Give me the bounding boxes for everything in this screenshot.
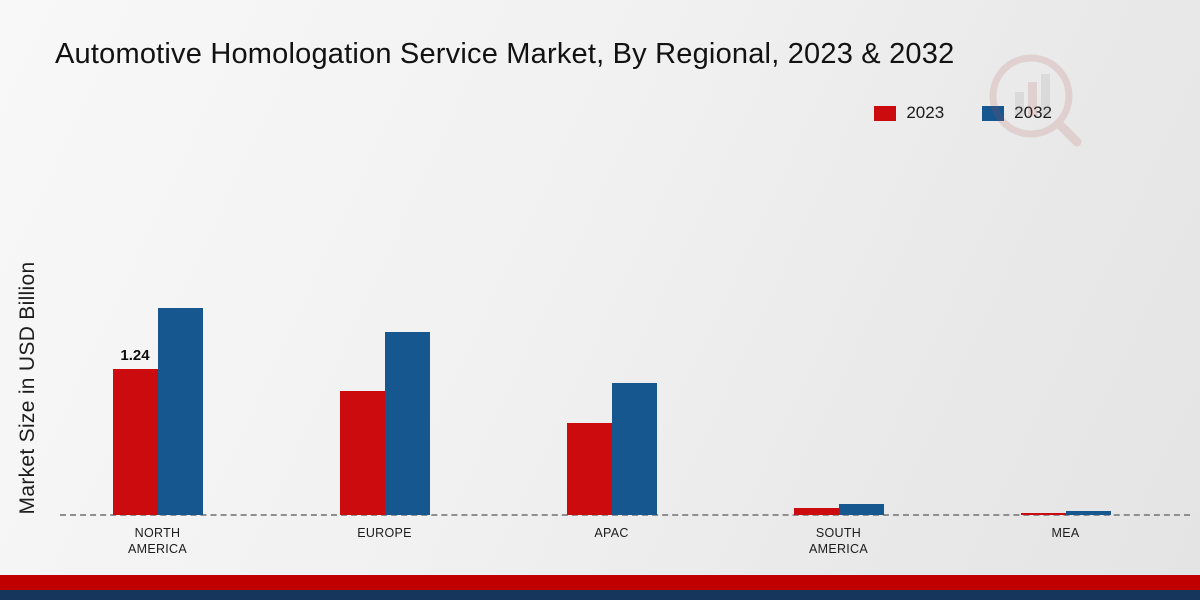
bar-2023-europe xyxy=(339,391,385,515)
bar-value-label: 1.24 xyxy=(120,347,150,364)
chart-title: Automotive Homologation Service Market, … xyxy=(55,38,955,70)
legend-swatch-2032 xyxy=(982,105,1005,121)
legend-label-2023: 2023 xyxy=(906,103,945,122)
watermark-logo-icon xyxy=(989,54,1082,147)
x-axis-label-south-america: SOUTH AMERICA xyxy=(808,526,869,557)
x-axis-label-mea: MEA xyxy=(1051,526,1080,540)
bar-2023-mea xyxy=(1020,513,1066,515)
x-axis-baseline xyxy=(60,514,1190,516)
legend: 2023 2032 xyxy=(874,103,1052,123)
legend-item-2032: 2032 xyxy=(982,103,1052,123)
bar-2023-north-america xyxy=(112,369,158,515)
footer-red-band xyxy=(0,575,1200,590)
bar-2032-south-america xyxy=(838,504,884,515)
x-axis-label-apac: APAC xyxy=(594,526,629,540)
bar-2032-apac xyxy=(611,383,657,515)
footer-navy-band xyxy=(0,590,1200,600)
legend-item-2023: 2023 xyxy=(874,103,944,123)
bar-2023-apac xyxy=(566,423,612,515)
bar-2032-north-america xyxy=(157,308,203,515)
x-axis-label-north-america: NORTH AMERICA xyxy=(127,526,188,557)
legend-label-2032: 2032 xyxy=(1014,103,1052,123)
bar-2032-europe xyxy=(384,332,430,515)
bar-2032-mea xyxy=(1065,511,1111,515)
legend-swatch-2023 xyxy=(874,105,897,121)
bar-2023-south-america xyxy=(793,508,839,515)
x-axis-label-europe: EUROPE xyxy=(357,526,412,540)
